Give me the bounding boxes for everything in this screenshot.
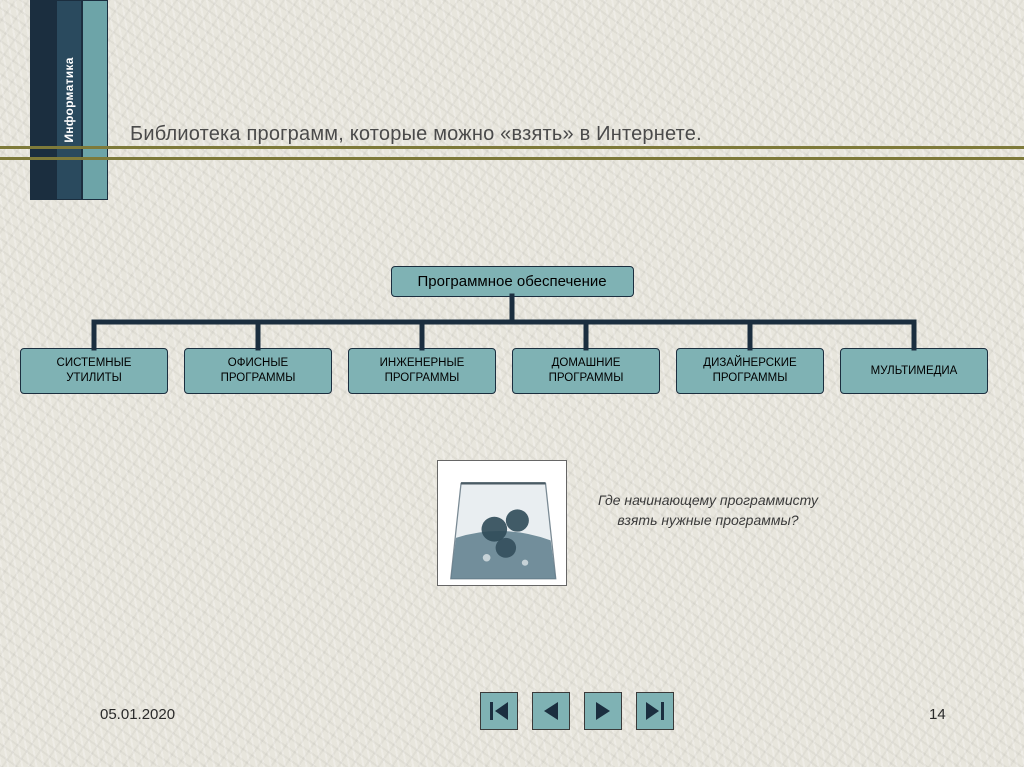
first-icon xyxy=(486,698,512,724)
illustration-image xyxy=(437,460,567,586)
page-number: 14 xyxy=(929,706,946,723)
caption-line-2: взять нужные программы? xyxy=(617,512,798,528)
illustration-caption: Где начинающему программисту взять нужны… xyxy=(598,490,818,531)
nav-prev-button[interactable] xyxy=(532,692,570,730)
nav-next-button[interactable] xyxy=(584,692,622,730)
last-icon xyxy=(642,698,668,724)
prev-icon xyxy=(538,698,564,724)
footer-date: 05.01.2020 xyxy=(100,706,175,723)
caption-line-1: Где начинающему программисту xyxy=(598,492,818,508)
nav-controls xyxy=(480,692,674,730)
beaker-icon xyxy=(438,461,566,585)
nav-last-button[interactable] xyxy=(636,692,674,730)
nav-first-button[interactable] xyxy=(480,692,518,730)
next-icon xyxy=(590,698,616,724)
org-connectors xyxy=(0,0,1024,767)
